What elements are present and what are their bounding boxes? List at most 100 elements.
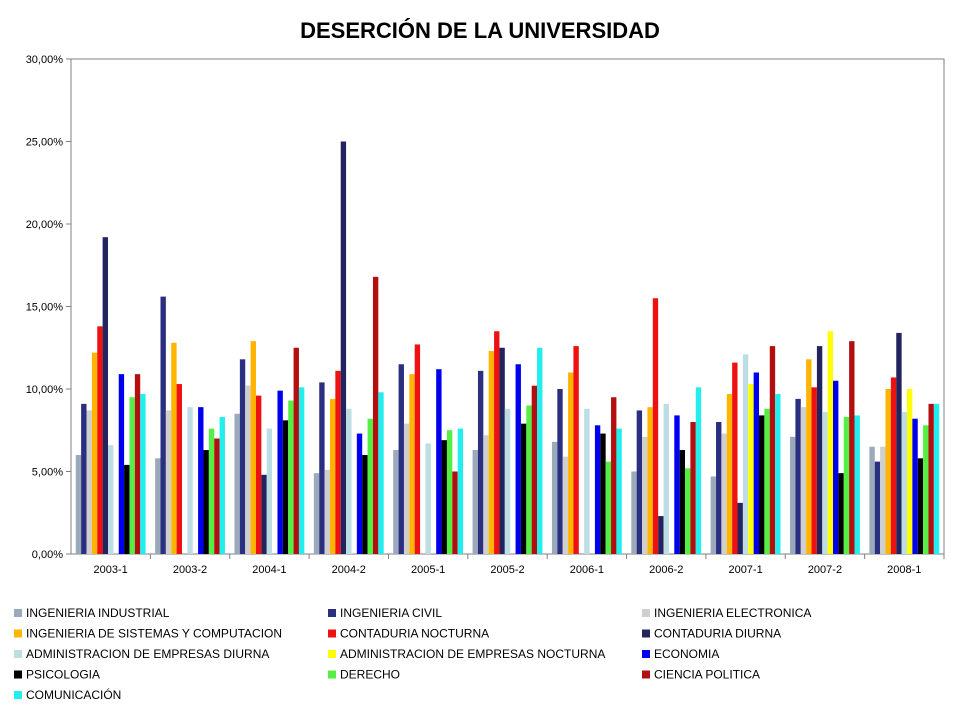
bar	[642, 436, 648, 554]
bar	[631, 471, 637, 554]
bar	[356, 433, 363, 554]
x-tick-label: 2005-2	[490, 564, 524, 576]
bar	[537, 347, 543, 554]
bar	[800, 407, 807, 554]
y-tick-label: 20,00%	[26, 219, 64, 231]
bar	[928, 403, 934, 554]
y-tick-label: 25,00%	[26, 137, 64, 149]
bar	[605, 461, 612, 554]
legend-swatch	[14, 691, 22, 699]
bar	[923, 425, 929, 554]
bar	[732, 362, 738, 554]
bar	[827, 331, 834, 554]
bar	[219, 417, 225, 554]
bar	[277, 390, 283, 554]
bar	[562, 456, 569, 554]
bar	[907, 389, 913, 554]
bar	[234, 413, 240, 554]
bar	[329, 398, 336, 554]
bar	[515, 364, 521, 554]
legend-label: INGENIERIA DE SISTEMAS Y COMPUTACION	[26, 627, 282, 641]
bar	[378, 392, 384, 554]
bar	[885, 389, 891, 554]
bar	[726, 393, 733, 554]
bar	[874, 461, 881, 554]
legend-swatch	[14, 609, 22, 617]
x-tick-label: 2007-1	[728, 564, 762, 576]
bar	[293, 347, 299, 554]
y-tick-label: 5,00%	[32, 467, 63, 479]
bar	[86, 410, 92, 554]
legend-swatch	[14, 629, 22, 638]
bar	[362, 455, 368, 554]
bar	[261, 474, 267, 554]
bar	[896, 332, 902, 554]
bar	[716, 422, 722, 554]
bar	[901, 412, 907, 554]
bar	[685, 468, 691, 554]
bar	[504, 408, 511, 554]
plot-area: 0,00% 5,00% 10,00% 15,00% 20,00% 25,00% 30,00%…	[26, 54, 945, 576]
legend-swatch	[642, 670, 650, 679]
bar	[759, 415, 765, 554]
bar	[372, 276, 379, 554]
x-tick-label: 2004-2	[332, 564, 366, 576]
bar	[324, 469, 330, 554]
bar	[647, 407, 653, 554]
bar	[198, 407, 204, 554]
bar	[690, 422, 696, 554]
x-tick-label: 2004-1	[252, 564, 286, 576]
bar	[611, 397, 617, 554]
bar	[393, 450, 399, 554]
bar	[663, 403, 669, 554]
bar	[869, 446, 875, 554]
bar	[775, 393, 781, 554]
bar	[658, 516, 664, 554]
bar	[282, 420, 289, 554]
y-tick-label: 15,00%	[26, 302, 64, 314]
legend-label: INGENIERIA ELECTRONICA	[654, 606, 811, 620]
bar	[250, 341, 256, 554]
bar	[520, 423, 527, 554]
legend-label: INGENIERIA CIVIL	[340, 606, 442, 620]
legend-swatch	[642, 609, 650, 617]
legend-swatch	[328, 609, 336, 617]
bar	[129, 397, 135, 554]
bar	[721, 433, 727, 554]
bar	[187, 407, 193, 554]
bar	[695, 387, 702, 554]
bar	[425, 443, 431, 554]
bar	[854, 415, 860, 554]
bar	[298, 387, 305, 554]
bar	[288, 400, 294, 554]
legend-swatch	[14, 650, 22, 658]
bar	[245, 385, 251, 554]
bar	[551, 441, 558, 554]
bar	[573, 346, 579, 554]
bar	[208, 428, 215, 554]
bar	[414, 344, 421, 554]
bar	[912, 418, 918, 554]
bar	[833, 380, 839, 554]
bar	[81, 403, 87, 554]
bar	[340, 141, 347, 554]
bar	[398, 364, 404, 554]
bar	[266, 428, 273, 554]
bar	[917, 458, 924, 554]
legend-swatch	[14, 670, 22, 679]
legend-label: PSICOLOGIA	[26, 668, 100, 682]
bar	[890, 377, 897, 554]
bar	[346, 408, 352, 554]
bar	[472, 450, 478, 554]
bar	[313, 473, 320, 554]
bar	[367, 418, 373, 554]
legend-swatch	[642, 629, 650, 638]
bar	[526, 405, 532, 554]
bar	[494, 331, 500, 554]
bar	[441, 440, 447, 554]
bar	[214, 438, 220, 554]
bar	[91, 352, 98, 554]
legend-swatch	[328, 670, 336, 679]
bar	[239, 359, 246, 554]
